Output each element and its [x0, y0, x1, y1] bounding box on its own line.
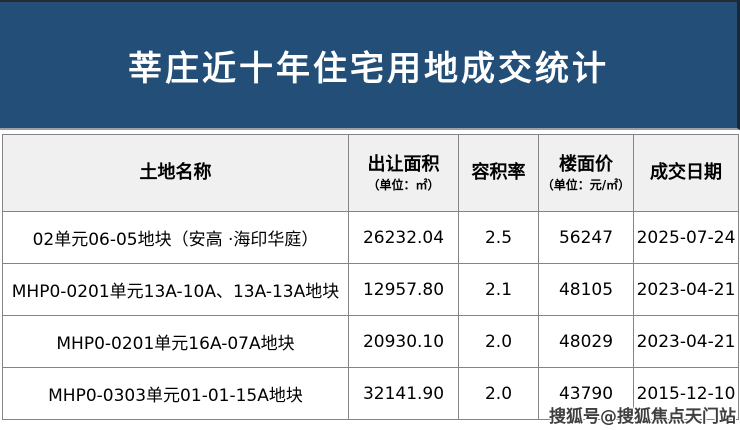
- cell-deal-date: 2023-04-21: [633, 263, 739, 316]
- header-row: 土地名称 出让面积 （单位：㎡） 容积率 楼面价 （单位：元/㎡） 成交日期: [2, 134, 739, 212]
- cell-area: 26232.04: [348, 211, 459, 264]
- cell-land-name: MHP0-0201单元16A-07A地块: [2, 315, 349, 368]
- cell-floor-price: 48029: [538, 315, 634, 368]
- header-cell-deal-date: 成交日期: [633, 134, 739, 212]
- column-label: 土地名称: [139, 162, 212, 184]
- column-label: 楼面价: [559, 153, 613, 175]
- cell-land-name: MHP0-0303单元01-01-15A地块: [2, 367, 349, 420]
- cell-floor-price: 48105: [538, 263, 634, 316]
- header-cell-floor-price: 楼面价 （单位：元/㎡）: [538, 134, 634, 212]
- table-row: MHP0-0201单元13A-10A、13A-13A地块 12957.80 2.…: [2, 263, 739, 316]
- cell-area: 12957.80: [348, 263, 459, 316]
- table-row: MHP0-0201单元16A-07A地块 20930.10 2.0 48029 …: [2, 315, 739, 368]
- table-row: 02单元06-05地块（安高 ·海印华庭） 26232.04 2.5 56247…: [2, 211, 739, 264]
- column-label: 出让面积: [367, 153, 440, 175]
- cell-plot-ratio: 2.0: [458, 315, 539, 368]
- cell-plot-ratio: 2.5: [458, 211, 539, 264]
- column-label: 成交日期: [650, 162, 722, 184]
- cell-plot-ratio: 2.1: [458, 263, 539, 316]
- cell-deal-date: 2023-04-21: [633, 315, 739, 368]
- title-banner: 莘庄近十年住宅用地成交统计: [0, 0, 740, 130]
- table-row: MHP0-0303单元01-01-15A地块 32141.90 2.0 4379…: [2, 367, 739, 420]
- cell-area: 20930.10: [348, 315, 459, 368]
- column-unit: （单位：元/㎡）: [541, 178, 631, 193]
- land-transactions-table: 土地名称 出让面积 （单位：㎡） 容积率 楼面价 （单位：元/㎡） 成交日期 0: [2, 134, 739, 420]
- cell-floor-price: 56247: [538, 211, 634, 264]
- cell-deal-date: 2015-12-10: [633, 367, 739, 420]
- cell-land-name: MHP0-0201单元13A-10A、13A-13A地块: [2, 263, 349, 316]
- column-unit: （单位：㎡）: [367, 178, 440, 193]
- header-cell-plot-ratio: 容积率: [458, 134, 539, 212]
- column-label: 容积率: [471, 162, 526, 184]
- cell-land-name: 02单元06-05地块（安高 ·海印华庭）: [2, 211, 349, 264]
- header-cell-area: 出让面积 （单位：㎡）: [348, 134, 459, 212]
- page-title: 莘庄近十年住宅用地成交统计: [128, 48, 609, 89]
- cell-area: 32141.90: [348, 367, 459, 420]
- cell-deal-date: 2025-07-24: [633, 211, 739, 264]
- header-cell-land-name: 土地名称: [2, 134, 349, 212]
- sohu-watermark: 搜狐号@搜狐焦点天门站: [549, 407, 736, 427]
- cell-plot-ratio: 2.0: [458, 367, 539, 420]
- cell-floor-price: 43790: [538, 367, 634, 420]
